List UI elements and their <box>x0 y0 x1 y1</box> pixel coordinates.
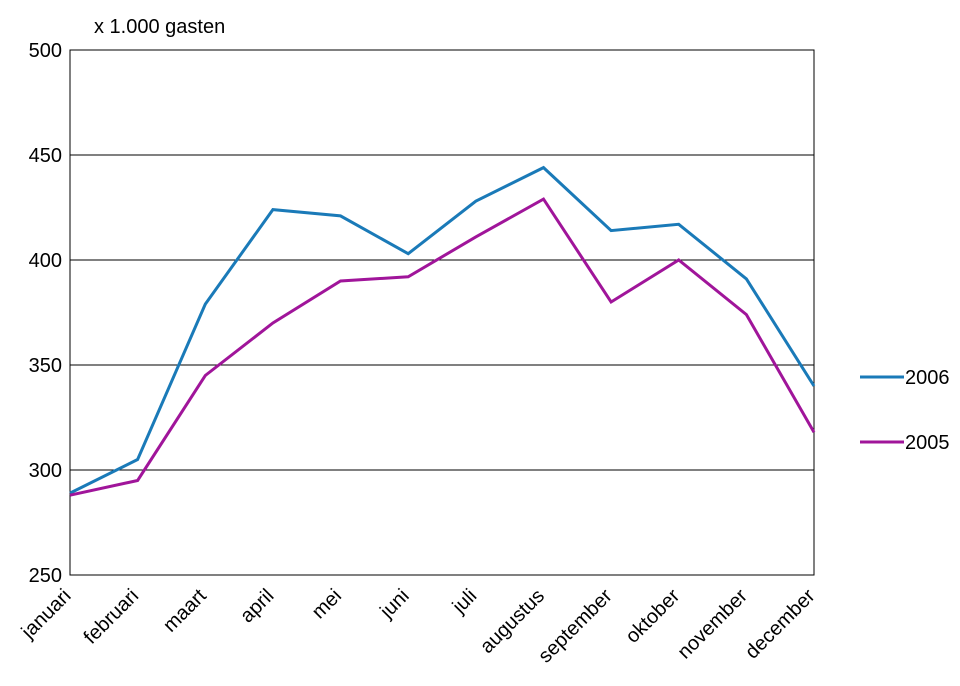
x-tick-label: april <box>236 585 278 627</box>
x-tick-label: maart <box>159 585 211 637</box>
x-tick-label: januari <box>17 585 76 644</box>
y-tick-label: 350 <box>29 355 62 377</box>
gridlines <box>70 154 814 471</box>
series-line-2006 <box>69 165 816 495</box>
legend: 2006 2005 <box>860 367 950 454</box>
y-tick-label: 450 <box>29 145 62 167</box>
y-unit-label: x 1.000 gasten <box>94 16 225 38</box>
x-tick-label: februari <box>80 585 144 649</box>
y-tick-label: 500 <box>29 40 62 62</box>
x-tick-label: juni <box>375 585 413 623</box>
series-lines <box>69 165 816 497</box>
x-tick-label: november <box>673 585 752 664</box>
x-tick-label: mei <box>308 585 346 623</box>
x-tick-label: juli <box>448 585 482 619</box>
legend-label: 2006 <box>905 367 950 389</box>
y-tick-label: 300 <box>29 460 62 482</box>
x-axis-ticks: januari februari maart april mei juni juliaugu… <box>17 585 820 668</box>
legend-label: 2005 <box>905 432 950 454</box>
x-tick-label: december <box>741 585 820 664</box>
series-line-2005 <box>69 197 816 497</box>
x-tick-label: september <box>534 585 617 668</box>
y-tick-label: 400 <box>29 250 62 272</box>
y-tick-label: 250 <box>29 565 62 587</box>
x-tick-label: oktober <box>622 585 685 648</box>
y-axis-ticks: 250 300 350 400 450 500 <box>29 40 62 587</box>
plot-frame <box>69 49 815 576</box>
